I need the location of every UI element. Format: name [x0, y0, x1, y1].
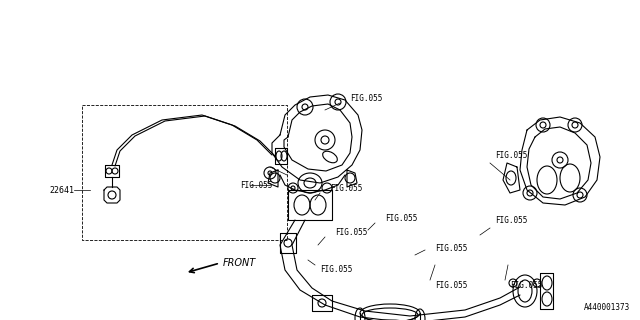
- Text: FIG.055: FIG.055: [495, 215, 527, 225]
- Text: FIG.055: FIG.055: [240, 180, 273, 189]
- Text: FIG.055: FIG.055: [510, 281, 542, 290]
- Text: FIG.055: FIG.055: [435, 244, 467, 252]
- Text: FIG.055: FIG.055: [320, 266, 353, 275]
- Text: FIG.055: FIG.055: [350, 93, 382, 102]
- Text: A440001373: A440001373: [584, 303, 630, 312]
- Text: FIG.055: FIG.055: [385, 213, 417, 222]
- Text: FIG.055: FIG.055: [330, 183, 362, 193]
- Text: FIG.055: FIG.055: [335, 228, 367, 236]
- Text: FIG.055: FIG.055: [495, 150, 527, 159]
- Text: FIG.055: FIG.055: [435, 281, 467, 290]
- Text: 22641: 22641: [49, 186, 74, 195]
- Text: FRONT: FRONT: [223, 258, 256, 268]
